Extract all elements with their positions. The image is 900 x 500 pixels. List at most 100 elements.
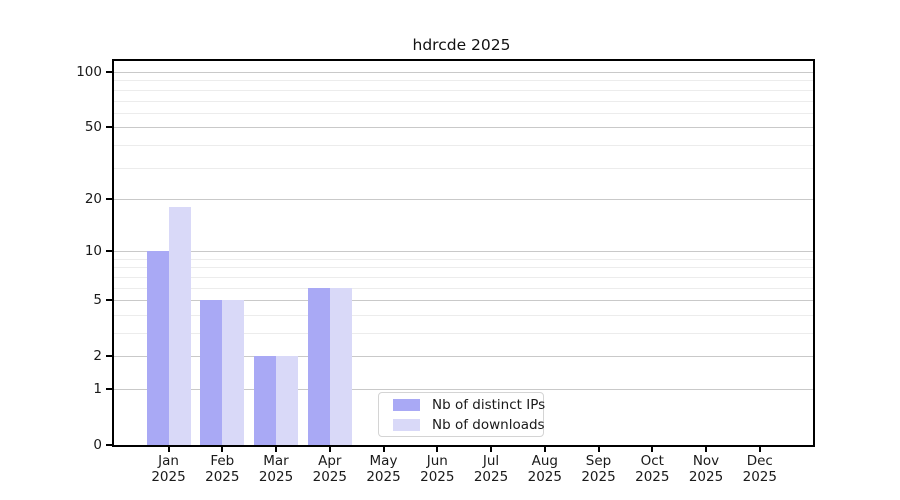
y-tick-mark — [106, 388, 112, 390]
legend-row: Nb of downloads — [393, 417, 545, 433]
x-tick-mark — [705, 447, 707, 452]
x-tick-mark — [490, 447, 492, 452]
plot-area — [112, 59, 815, 447]
bar-nb-of-downloads-mar — [276, 356, 298, 445]
y-tick-mark — [106, 355, 112, 358]
bar-nb-of-distinct-ips-mar — [254, 356, 276, 445]
y-tick-label: 1 — [93, 381, 102, 397]
x-tick-month: Oct — [640, 453, 664, 469]
x-tick-month: Sep — [585, 453, 612, 469]
x-tick-month: Nov — [692, 453, 720, 469]
x-tick-label-jun: Jun 2025 — [402, 453, 472, 485]
y-tick-mark — [106, 126, 112, 129]
x-tick-mark — [167, 447, 170, 452]
bar-nb-of-distinct-ips-jan — [146, 251, 169, 445]
bar-nb-of-downloads-apr — [329, 287, 352, 445]
x-tick-label-apr: Apr 2025 — [295, 453, 365, 485]
y-tick-label: 2 — [93, 348, 102, 365]
legend-swatch-nb-of-distinct-ips — [393, 398, 420, 411]
x-tick-month: May — [369, 453, 398, 469]
y-tick-label: 100 — [76, 64, 102, 80]
minor-gridline — [114, 100, 813, 102]
bar-nb-of-distinct-ips-apr — [307, 287, 330, 445]
x-tick-mark — [275, 447, 277, 452]
y-tick-mark — [106, 299, 112, 302]
x-tick-year: 2025 — [205, 468, 240, 485]
x-tick-month: Jan — [158, 453, 179, 469]
x-tick-year: 2025 — [688, 468, 724, 485]
x-tick-label-aug: Aug 2025 — [510, 453, 580, 485]
x-tick-year: 2025 — [527, 468, 562, 485]
minor-gridline — [114, 144, 813, 146]
y-tick-mark — [106, 444, 112, 446]
x-tick-month: Jun — [426, 453, 448, 469]
minor-gridline — [114, 258, 813, 260]
x-tick-month: Apr — [318, 453, 342, 469]
y-tick-label: 5 — [93, 292, 102, 309]
y-tick-label: 0 — [93, 437, 102, 453]
y-tick-label: 20 — [84, 190, 102, 207]
x-tick-month: Dec — [746, 453, 773, 469]
minor-gridline — [114, 287, 813, 289]
major-gridline — [114, 198, 813, 200]
x-tick-label-oct: Oct 2025 — [617, 453, 687, 485]
x-tick-year: 2025 — [312, 468, 347, 485]
minor-gridline — [114, 267, 813, 269]
x-tick-label-nov: Nov 2025 — [671, 453, 741, 485]
major-gridline — [114, 127, 813, 129]
major-gridline — [114, 251, 813, 253]
x-tick-label-jan: Jan 2025 — [134, 453, 204, 485]
x-tick-mark — [651, 447, 654, 452]
x-tick-year: 2025 — [581, 468, 616, 485]
minor-gridline — [114, 80, 813, 82]
x-tick-year: 2025 — [742, 468, 777, 485]
x-tick-month: Feb — [210, 453, 235, 469]
minor-gridline — [114, 276, 813, 278]
x-tick-year: 2025 — [420, 468, 455, 485]
y-tick-label: 50 — [84, 119, 102, 136]
x-tick-year: 2025 — [366, 468, 401, 485]
legend: Nb of distinct IPs Nb of downloads — [378, 392, 545, 437]
x-tick-mark — [758, 447, 761, 452]
y-tick-mark — [106, 197, 112, 200]
x-tick-mark — [382, 447, 385, 452]
x-tick-year: 2025 — [635, 468, 670, 485]
x-tick-label-mar: Mar 2025 — [241, 453, 311, 485]
y-tick-mark — [106, 71, 112, 73]
bar-nb-of-downloads-jan — [168, 207, 191, 445]
x-tick-mark — [436, 447, 439, 452]
chart-title: hdrcde 2025 — [412, 36, 511, 54]
minor-gridline — [114, 112, 813, 114]
y-tick-mark — [106, 250, 112, 253]
bar-nb-of-downloads-feb — [222, 300, 245, 445]
minor-gridline — [114, 89, 813, 91]
major-gridline — [114, 72, 813, 73]
y-tick-label: 10 — [84, 243, 102, 260]
major-gridline — [114, 356, 813, 358]
x-tick-label-sep: Sep 2025 — [564, 453, 634, 485]
x-tick-label-may: May 2025 — [349, 453, 419, 485]
legend-swatch-nb-of-downloads — [393, 418, 420, 431]
minor-gridline — [114, 167, 813, 169]
x-tick-month: Jul — [482, 453, 500, 469]
x-tick-month: Mar — [263, 453, 289, 469]
x-tick-label-feb: Feb 2025 — [187, 453, 257, 485]
x-tick-mark — [221, 447, 224, 452]
x-tick-year: 2025 — [258, 468, 294, 485]
x-tick-mark — [543, 447, 546, 452]
legend-row: Nb of distinct IPs — [393, 397, 545, 413]
x-tick-mark — [328, 447, 331, 452]
x-tick-label-jul: Jul 2025 — [456, 453, 526, 485]
legend-label: Nb of distinct IPs — [432, 396, 546, 413]
x-tick-month: Aug — [531, 453, 558, 469]
minor-gridline — [114, 333, 813, 334]
x-tick-mark — [597, 447, 600, 452]
x-tick-year: 2025 — [151, 468, 186, 485]
major-gridline — [114, 389, 813, 390]
x-tick-label-dec: Dec 2025 — [725, 453, 795, 485]
minor-gridline — [114, 314, 813, 316]
major-gridline — [114, 300, 813, 302]
bar-nb-of-distinct-ips-feb — [200, 300, 223, 445]
x-tick-year: 2025 — [473, 468, 509, 485]
